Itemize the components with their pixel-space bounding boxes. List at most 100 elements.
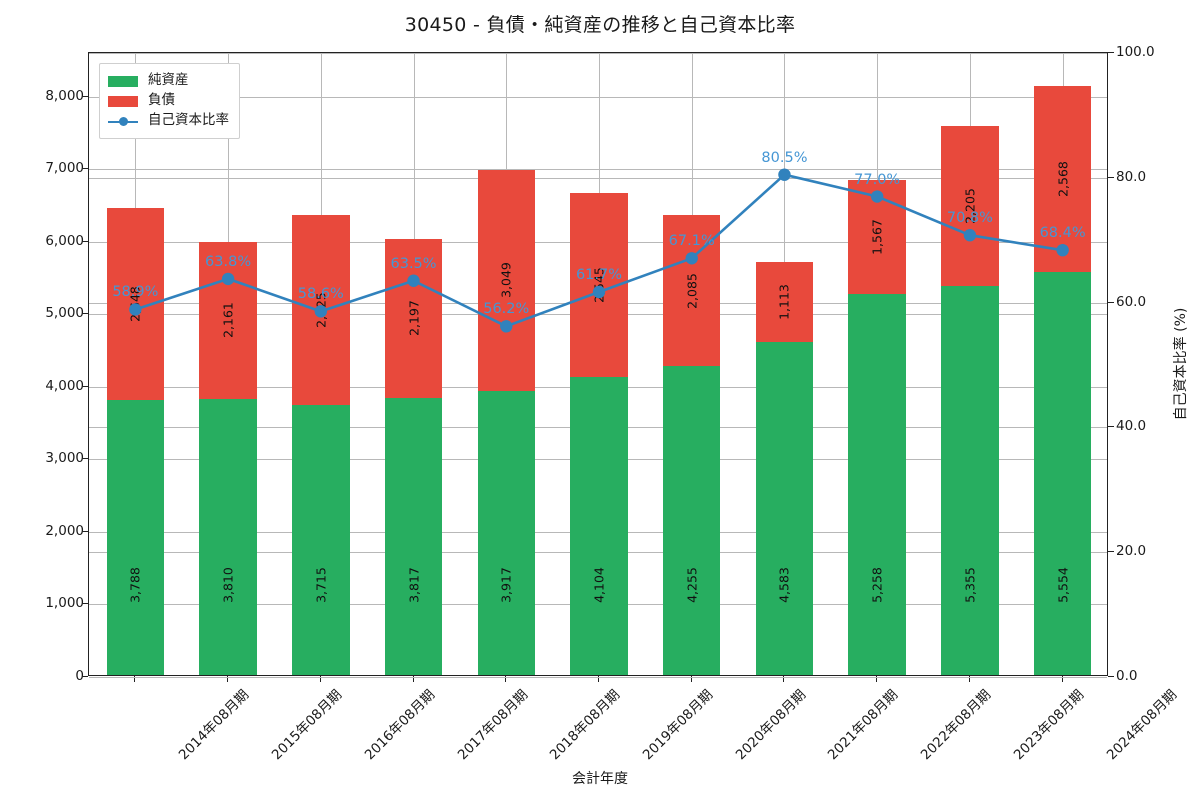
ratio-value-label: 58.6%	[297, 286, 344, 303]
bar-segment-liabilities[interactable]: 1,113	[755, 261, 814, 343]
y-axis-tick-label-right: 80.0	[1116, 168, 1147, 185]
bar-stack[interactable]: 3,817 2,197	[384, 238, 443, 675]
bar-stack[interactable]: 5,355 2,205	[941, 126, 999, 675]
legend-label-equity: 純資産	[148, 72, 189, 89]
x-axis-tick-mark	[598, 676, 599, 682]
bar-segment-liabilities[interactable]: 3,049	[477, 169, 535, 391]
bar-segment-liabilities[interactable]: 1,567	[848, 179, 906, 294]
x-axis-tick-label: 2021年08月期	[825, 686, 902, 764]
bar-stack[interactable]: 3,810 2,161	[199, 241, 257, 675]
y-axis-tick-label-right: 40.0	[1116, 418, 1147, 435]
bar-stack[interactable]: 4,255 2,085	[662, 214, 721, 675]
gridline-horizontal	[89, 169, 1107, 171]
x-axis-label: 会計年度	[572, 771, 628, 787]
x-axis-tick-mark	[134, 676, 136, 682]
bar-segment-equity[interactable]: 5,258	[848, 293, 906, 675]
legend-swatch-equity-icon	[108, 75, 138, 87]
bar-value-label-liabilities: 1,113	[776, 284, 792, 320]
y-axis-tick-label-left: 5,000	[45, 305, 84, 322]
x-axis-tick-mark	[1061, 676, 1063, 682]
bar-segment-liabilities[interactable]: 2,625	[292, 215, 350, 406]
x-axis-tick-label: 2019年08月期	[639, 686, 717, 764]
x-axis-tick-label: 2018年08月期	[547, 686, 624, 764]
y-axis-tick-label-right: 0.0	[1116, 668, 1138, 684]
y-axis-tick-mark-right	[1108, 426, 1114, 428]
legend-item-liabilities: 負債	[108, 91, 229, 111]
bar-value-label-liabilities: 1,567	[869, 218, 885, 255]
x-axis-tick-mark	[876, 676, 878, 682]
ratio-value-label: 68.4%	[1039, 225, 1086, 242]
bar-segment-equity[interactable]: 3,817	[384, 398, 443, 675]
bar-segment-equity[interactable]: 3,917	[477, 390, 535, 675]
y-axis-tick-mark-right	[1108, 52, 1114, 53]
y-axis-tick-label-left: 0	[75, 668, 84, 684]
y-axis-tick-mark-left	[82, 458, 88, 460]
bar-stack[interactable]: 4,104 2,545	[570, 192, 628, 675]
legend-line-marker-icon	[108, 116, 138, 127]
bar-stack[interactable]: 3,715 2,625	[292, 215, 350, 675]
bar-segment-equity[interactable]: 5,355	[941, 286, 999, 675]
bar-stack[interactable]: 5,258 1,567	[848, 179, 906, 675]
bar-segment-equity[interactable]: 4,255	[662, 366, 721, 675]
y-axis-tick-mark-right	[1108, 676, 1114, 677]
legend-item-equity: 純資産	[108, 71, 229, 91]
y-axis-tick-label-left: 1,000	[45, 595, 84, 612]
bar-segment-equity[interactable]: 3,788	[106, 400, 165, 675]
bar-segment-liabilities[interactable]: 2,205	[941, 126, 999, 287]
y-axis-tick-mark-left	[82, 676, 88, 677]
bar-value-label-equity: 3,715	[313, 567, 329, 603]
x-axis-tick-mark	[783, 676, 785, 682]
y-axis-tick-mark-left	[82, 530, 88, 532]
y-axis-tick-label-left: 2,000	[45, 522, 84, 539]
bar-segment-equity[interactable]: 3,715	[292, 405, 350, 675]
ratio-value-label: 58.9%	[112, 284, 159, 301]
x-axis-tick-label: 2022年08月期	[917, 686, 995, 764]
y-axis-tick-label-left: 8,000	[45, 87, 84, 104]
bar-value-label-equity: 5,554	[1055, 567, 1071, 603]
x-axis-tick-label: 2020年08月期	[732, 686, 809, 764]
x-axis-tick-mark	[319, 676, 321, 682]
bar-value-label-liabilities: 2,197	[406, 300, 422, 337]
gridline-horizontal-right	[89, 53, 1107, 54]
ratio-value-label: 80.5%	[761, 149, 808, 166]
bar-segment-equity[interactable]: 5,554	[1033, 272, 1092, 675]
legend-label-liabilities: 負債	[148, 92, 175, 109]
y-axis-tick-label-right: 20.0	[1116, 543, 1147, 560]
y-axis-tick-mark-left	[82, 168, 88, 170]
bar-segment-liabilities[interactable]: 2,545	[570, 192, 628, 378]
bar-segment-equity[interactable]: 3,810	[199, 398, 257, 675]
ratio-value-label: 56.2%	[483, 301, 530, 318]
bar-segment-liabilities[interactable]: 2,568	[1033, 85, 1092, 273]
y-axis-tick-mark-right	[1108, 301, 1114, 303]
bar-stack[interactable]: 4,583 1,113	[755, 261, 814, 675]
bar-stack[interactable]: 3,917 3,049	[477, 169, 535, 675]
bar-stack[interactable]: 5,554 2,568	[1033, 85, 1092, 675]
gridline-horizontal	[89, 96, 1107, 98]
legend-label-equity-ratio: 自己資本比率	[148, 112, 229, 129]
y-axis-tick-mark-left	[82, 313, 88, 315]
bar-value-label-equity: 5,355	[962, 567, 978, 603]
x-axis-tick-mark	[690, 676, 692, 682]
bar-value-label-liabilities: 2,161	[220, 302, 236, 339]
bar-segment-equity[interactable]: 4,583	[755, 342, 814, 675]
y-axis-tick-label-left: 3,000	[45, 450, 84, 467]
y-axis-tick-label-right: 60.0	[1116, 293, 1147, 310]
legend-item-equity-ratio: 自己資本比率	[108, 111, 229, 131]
bar-value-label-equity: 3,810	[220, 567, 236, 603]
gridline-horizontal-right	[89, 677, 1107, 678]
bar-stack[interactable]: 3,788 2,648	[106, 208, 165, 675]
y-axis-tick-label-right: 100.0	[1116, 44, 1155, 60]
bar-segment-liabilities[interactable]: 2,648	[106, 208, 165, 401]
ratio-value-label: 77.0%	[854, 171, 901, 188]
bar-value-label-equity: 4,255	[684, 567, 700, 603]
bar-value-label-equity: 3,917	[498, 567, 514, 603]
x-axis-tick-label: 2016年08月期	[361, 686, 439, 764]
x-axis-tick-mark	[968, 676, 970, 682]
bar-value-label-equity: 3,817	[406, 567, 422, 603]
ratio-value-label: 63.5%	[390, 255, 437, 272]
ratio-value-label: 63.8%	[205, 253, 252, 270]
y-axis-tick-label-left: 7,000	[45, 160, 84, 177]
bar-segment-equity[interactable]: 4,104	[570, 377, 628, 675]
ratio-value-label: 67.1%	[668, 233, 715, 250]
